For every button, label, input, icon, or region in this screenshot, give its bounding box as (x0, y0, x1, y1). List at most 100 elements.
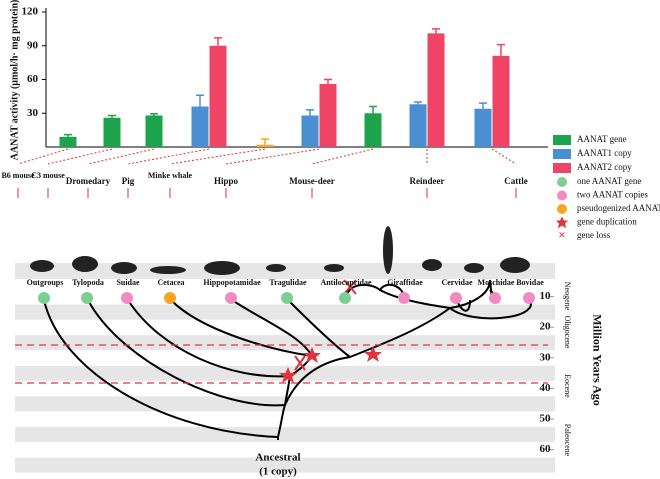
taxon-state (121, 292, 133, 304)
band (15, 457, 555, 473)
y-axis-label: AANAT activity (μmol/h· mg protein) (9, 0, 20, 160)
connector (169, 148, 266, 165)
scale-tick-label: 10 (540, 290, 552, 302)
legend-swatch (553, 163, 571, 173)
error-bar (432, 28, 440, 34)
category-label: Hippo (214, 176, 239, 186)
legend-swatch (553, 135, 571, 145)
y-tick-label: 60 (27, 73, 39, 85)
taxon-label: Cervidae (441, 278, 473, 287)
bar (427, 33, 445, 147)
bar (364, 113, 382, 147)
taxon-label: Cetacea (157, 278, 184, 287)
error-bar (64, 133, 72, 137)
bar (256, 144, 274, 147)
epoch-label: Neogene (563, 282, 572, 311)
taxon-label: Outgroups (27, 278, 64, 287)
taxon-state (398, 292, 410, 304)
connector (87, 148, 155, 165)
epoch-label: Oligocene (563, 316, 572, 349)
connector (127, 148, 210, 165)
bar (319, 84, 337, 147)
band (15, 427, 555, 442)
legend-swatch (557, 204, 567, 214)
error-bar (306, 109, 314, 116)
root-label: Ancestral (255, 452, 300, 464)
scale-tick-label: 60 (540, 443, 552, 455)
category-label: Minke whale (148, 171, 193, 180)
taxon-label: Giraffidae (387, 278, 423, 287)
bar (59, 136, 77, 147)
loss-marks (294, 279, 357, 371)
taxon-label: Antilocapridae (320, 278, 372, 287)
bar (103, 117, 121, 147)
category-label: Mouse-deer (289, 176, 334, 186)
error-bar (108, 114, 116, 118)
bar (145, 115, 163, 147)
legend-swatch: × (558, 227, 565, 242)
legend-swatch (557, 190, 567, 201)
connector (491, 148, 517, 165)
legend-swatch (557, 177, 567, 187)
bar (474, 108, 492, 147)
bar (409, 104, 427, 147)
taxon-state (38, 292, 50, 304)
taxon-label: Bovidae (516, 278, 544, 287)
scale-title: Million Years Ago (590, 314, 604, 406)
taxon-state (225, 292, 237, 304)
band (15, 304, 555, 320)
category-label: Dromedary (66, 176, 111, 186)
category-label: Reindeer (410, 176, 445, 186)
connector (47, 148, 113, 165)
error-bar (369, 105, 377, 114)
category-label: B6 mouse (1, 171, 35, 180)
taxon-label: Hippopotamidae (203, 278, 261, 287)
error-bar (414, 101, 422, 105)
taxon-state (81, 292, 93, 304)
legend-label: one AANAT gene (577, 176, 641, 186)
legend-label: gene duplication (577, 217, 637, 227)
taxon-state (523, 292, 535, 304)
legend-label: pseudogenized AANAT (577, 203, 660, 213)
scale-tick-label: 50 (540, 413, 552, 425)
error-bar (214, 37, 222, 46)
taxon-state (450, 292, 462, 304)
error-bar (479, 102, 487, 109)
root-label: (1 copy) (259, 466, 297, 478)
tree-branches (43, 279, 532, 440)
category-label: C3 mouse (31, 171, 65, 180)
bar (492, 55, 510, 147)
y-tick-label: 30 (27, 107, 39, 119)
legend-label: AANAT gene (577, 134, 627, 144)
band (15, 335, 555, 351)
connector (225, 148, 320, 165)
connector (311, 148, 374, 165)
taxon-state (339, 292, 351, 304)
legend-label: two AANAT copies (577, 190, 648, 200)
error-bar (497, 43, 505, 56)
error-bar (324, 78, 332, 84)
legend-swatch (553, 149, 571, 159)
legend-label: AANAT1 copy (577, 148, 632, 158)
category-label: Pig (122, 176, 135, 186)
band (15, 263, 555, 279)
bar (191, 106, 209, 147)
scale-tick-label: 20 (540, 321, 552, 333)
scale-tick-label: 40 (540, 382, 552, 394)
connector (17, 148, 69, 165)
taxon-label: Moschidae (478, 278, 515, 287)
scale-tick-label: 30 (540, 351, 552, 363)
category-label: Cattle (504, 176, 528, 186)
y-tick-label: 120 (22, 6, 39, 18)
error-bar (150, 113, 158, 116)
duplication-stars (279, 346, 382, 383)
error-bar (196, 94, 204, 107)
taxon-label: Tylopoda (72, 278, 104, 287)
taxon-state (281, 292, 293, 304)
bar (301, 115, 319, 147)
taxon-state (489, 292, 501, 304)
legend-swatch (556, 216, 568, 229)
y-tick-label: 90 (27, 39, 39, 51)
taxon-label: Suidae (116, 278, 140, 287)
